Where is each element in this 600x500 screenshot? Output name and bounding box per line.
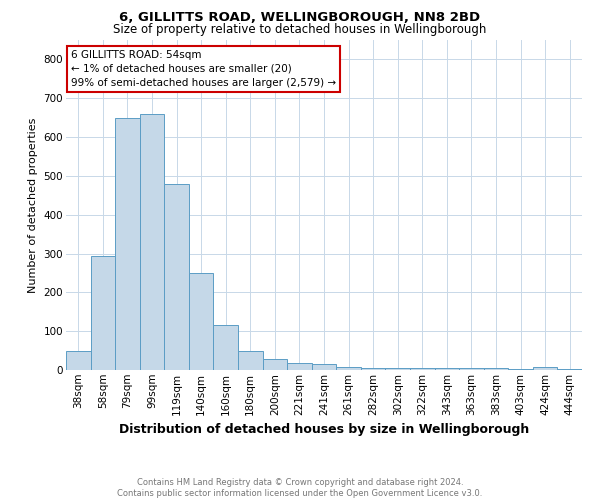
Bar xyxy=(140,114,164,370)
Bar xyxy=(557,369,582,370)
Bar xyxy=(91,256,115,370)
Bar xyxy=(410,368,434,370)
Bar xyxy=(115,118,140,370)
Bar xyxy=(164,184,189,370)
Bar xyxy=(238,350,263,370)
X-axis label: Distribution of detached houses by size in Wellingborough: Distribution of detached houses by size … xyxy=(119,423,529,436)
Text: Size of property relative to detached houses in Wellingborough: Size of property relative to detached ho… xyxy=(113,22,487,36)
Bar xyxy=(508,369,533,370)
Bar xyxy=(312,364,336,370)
Bar xyxy=(361,368,385,370)
Y-axis label: Number of detached properties: Number of detached properties xyxy=(28,118,38,292)
Bar xyxy=(385,368,410,370)
Text: 6, GILLITTS ROAD, WELLINGBOROUGH, NN8 2BD: 6, GILLITTS ROAD, WELLINGBOROUGH, NN8 2B… xyxy=(119,11,481,24)
Text: 6 GILLITTS ROAD: 54sqm
← 1% of detached houses are smaller (20)
99% of semi-deta: 6 GILLITTS ROAD: 54sqm ← 1% of detached … xyxy=(71,50,336,88)
Bar xyxy=(434,368,459,370)
Bar xyxy=(484,368,508,370)
Bar xyxy=(214,326,238,370)
Bar xyxy=(533,367,557,370)
Bar xyxy=(189,273,214,370)
Bar xyxy=(459,368,484,370)
Bar xyxy=(263,359,287,370)
Bar xyxy=(66,352,91,370)
Bar xyxy=(287,364,312,370)
Text: Contains HM Land Registry data © Crown copyright and database right 2024.
Contai: Contains HM Land Registry data © Crown c… xyxy=(118,478,482,498)
Bar xyxy=(336,367,361,370)
